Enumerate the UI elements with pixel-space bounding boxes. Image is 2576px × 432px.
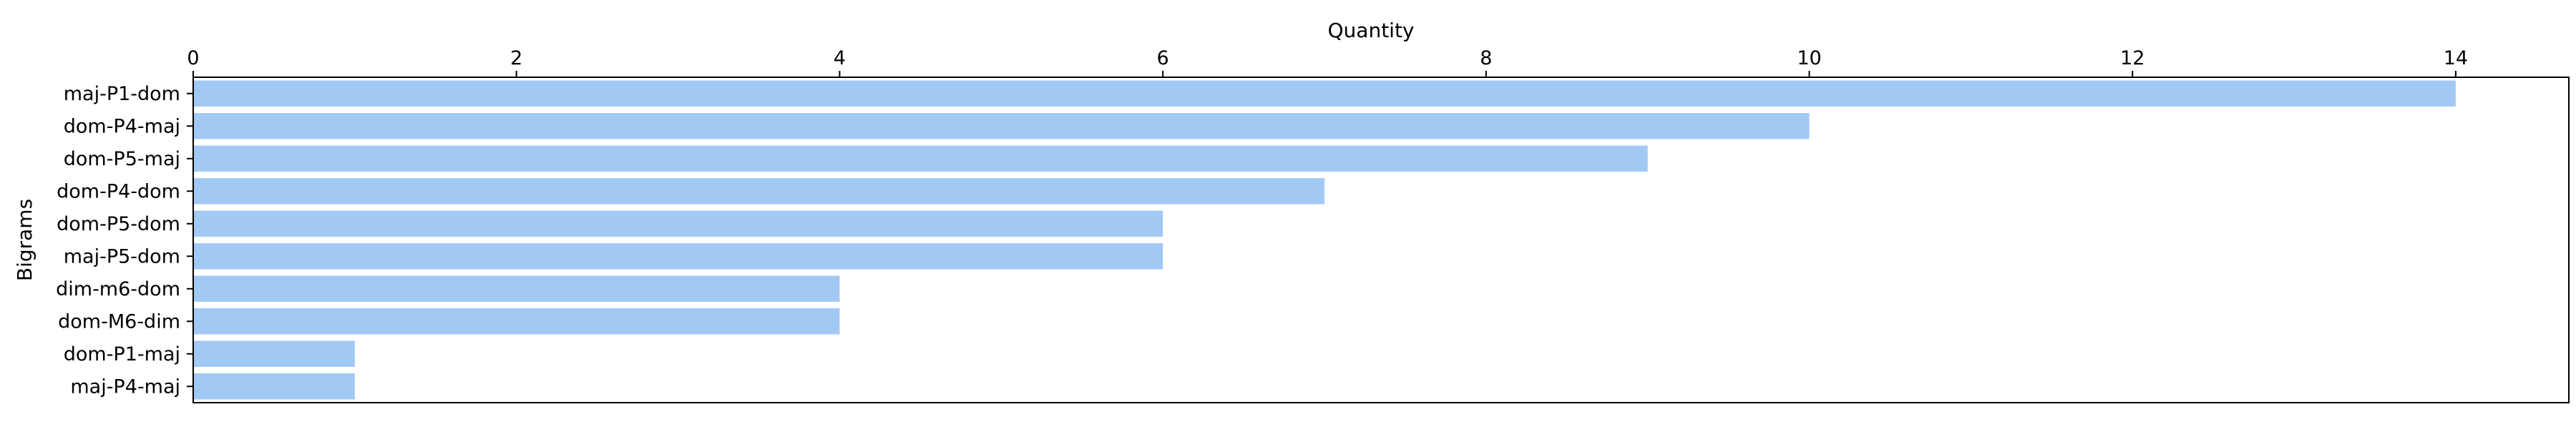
- y-tick-label: dim-m6-dom: [56, 278, 180, 300]
- y-axis-ticks: maj-P1-dom dom-P4-maj dom-P5-maj dom-P4-dom…: [56, 83, 193, 398]
- y-tick-label: maj-P5-dom: [64, 245, 180, 267]
- x-axis-ticks: 0 2 4 6 8 10 12 14: [187, 47, 2468, 77]
- x-tick-label: 10: [1797, 47, 1821, 69]
- y-tick-label: dom-P5-maj: [64, 148, 180, 170]
- y-tick-label: dom-M6-dim: [58, 310, 180, 333]
- x-tick-label: 8: [1480, 47, 1492, 69]
- bar-dom-P4-dom: [193, 178, 1324, 205]
- y-tick-label: dom-P4-maj: [64, 115, 180, 137]
- bars-layer: [193, 80, 2456, 400]
- bar-maj-P5-dom: [193, 243, 1163, 270]
- bar-dom-P1-maj: [193, 340, 355, 367]
- x-tick-label: 6: [1157, 47, 1169, 69]
- bar-dim-m6-dom: [193, 275, 840, 302]
- bar-maj-P4-maj: [193, 373, 355, 400]
- x-tick-label: 12: [2120, 47, 2145, 69]
- bar-maj-P1-dom: [193, 80, 2456, 107]
- y-axis-label: Bigrams: [13, 199, 36, 281]
- bar-dom-P5-dom: [193, 210, 1163, 237]
- plot-frame: [192, 77, 2570, 403]
- bar-dom-M6-dim: [193, 308, 840, 335]
- x-tick-label: 14: [2444, 47, 2468, 69]
- y-tick-label: dom-P5-dom: [57, 213, 180, 235]
- x-tick-label: 4: [834, 47, 846, 69]
- y-tick-label: maj-P4-maj: [70, 375, 180, 398]
- x-axis-label: Quantity: [1328, 19, 1415, 42]
- x-tick-label: 2: [510, 47, 522, 69]
- y-tick-label: dom-P1-maj: [64, 343, 180, 365]
- x-tick-label: 0: [187, 47, 199, 69]
- y-tick-label: maj-P1-dom: [64, 83, 180, 105]
- y-tick-label: dom-P4-dom: [57, 180, 180, 202]
- bar-dom-P4-maj: [193, 113, 1810, 139]
- bar-dom-P5-maj: [193, 145, 1648, 172]
